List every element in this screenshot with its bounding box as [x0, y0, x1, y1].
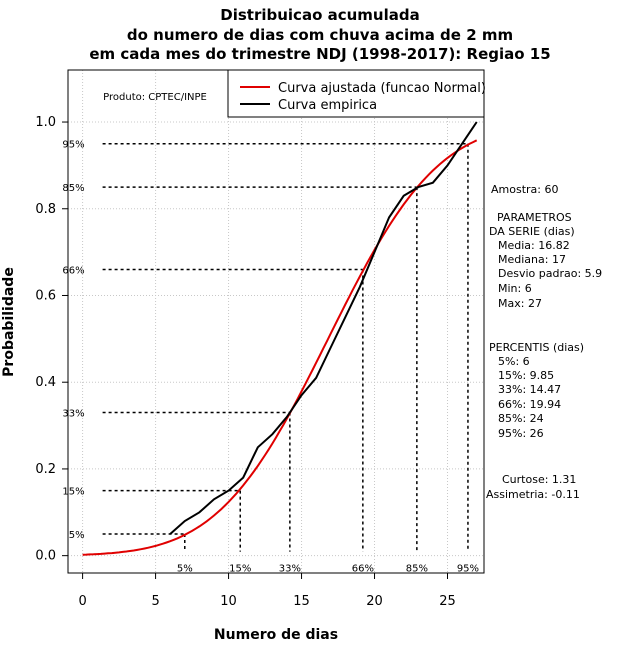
series	[82, 121, 478, 556]
stat-max: Max: 27	[498, 297, 542, 310]
stat-media: Media: 16.82	[498, 239, 570, 252]
fitted-normal-curve	[82, 139, 478, 556]
x-tick-label: 5	[151, 594, 159, 609]
y-tick-label: 0.4	[35, 375, 56, 390]
legend-box	[227, 69, 485, 118]
chart-title-line-3: em cada mes do trimestre NDJ (1998-2017)…	[89, 45, 551, 63]
percentile-left-label: 5%	[69, 530, 85, 541]
x-tick-label: 10	[220, 594, 237, 609]
params-title-2: DA SERIE (dias)	[489, 225, 575, 238]
y-tick-label: 0.0	[35, 549, 56, 564]
stat-p85: 85%: 24	[498, 412, 544, 425]
percentile-bottom-label: 5%	[177, 564, 193, 575]
stat-p66: 66%: 19.94	[498, 398, 562, 411]
producer-label: Produto: CPTEC/INPE	[103, 92, 207, 103]
params-title-1: PARAMETROS	[497, 211, 572, 224]
empirical-curve	[169, 121, 478, 535]
stat-p95: 95%: 26	[498, 427, 544, 440]
x-tick-label: 15	[293, 594, 310, 609]
stat-curtose: Curtose: 1.31	[502, 473, 577, 486]
percentile-left-label: 15%	[62, 487, 84, 498]
plot-frame	[67, 69, 485, 574]
y-axis-label: Probabilidade	[1, 267, 17, 377]
axes: 0 5 10 15 20 25 0.0 0.2 0.4 0.6 0.8 1.0	[35, 115, 455, 609]
stat-mediana: Mediana: 17	[498, 253, 566, 266]
percentile-left-label: 66%	[62, 265, 84, 276]
stat-p15: 15%: 9.85	[498, 369, 555, 382]
stat-assimetria: Assimetria: -0.11	[486, 488, 580, 501]
percentile-left-label: 95%	[62, 140, 84, 151]
y-tick-label: 0.2	[35, 462, 56, 477]
stat-p5: 5%: 6	[498, 355, 530, 368]
stat-desvio: Desvio padrao: 5.9	[498, 267, 603, 280]
percentile-bottom-label: 85%	[406, 564, 428, 575]
stat-p33: 33%: 14.47	[498, 383, 562, 396]
grid	[68, 70, 484, 573]
percentile-bottom-label: 95%	[457, 564, 479, 575]
legend-fitted-label: Curva ajustada (funcao Normal)	[278, 81, 486, 96]
percentile-left-label: 33%	[62, 409, 84, 420]
chart-title-line-1: Distribuicao acumulada	[220, 6, 420, 24]
chart-title-line-2: do numero de dias com chuva acima de 2 m…	[126, 26, 514, 44]
percentile-guides: 5% 5% 15% 15% 33% 33% 66% 66% 85% 85% 95% 95%	[62, 140, 479, 575]
percentile-bottom-label: 33%	[279, 564, 301, 575]
x-tick-label: 20	[366, 594, 383, 609]
percentile-bottom-label: 66%	[352, 564, 374, 575]
x-tick-label: 0	[78, 594, 86, 609]
x-axis-label: Numero de dias	[214, 627, 338, 643]
y-tick-label: 0.8	[35, 202, 56, 217]
percentile-left-label: 85%	[62, 183, 84, 194]
legend-empirical-label: Curva empirica	[278, 98, 377, 113]
y-tick-label: 1.0	[35, 115, 56, 130]
y-tick-label: 0.6	[35, 288, 56, 303]
stat-min: Min: 6	[498, 282, 532, 295]
x-tick-label: 25	[439, 594, 456, 609]
stat-sample: Amostra: 60	[491, 183, 559, 196]
percentis-title: PERCENTIS (dias)	[489, 341, 585, 354]
percentile-bottom-label: 15%	[229, 564, 251, 575]
